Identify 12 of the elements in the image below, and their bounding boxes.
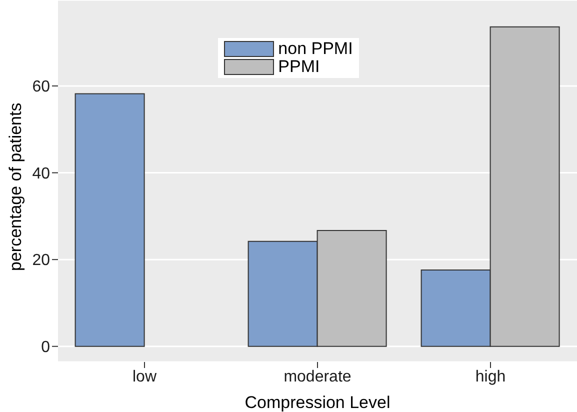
y-tick-label: 20 [32, 252, 50, 270]
y-tick-label: 0 [41, 339, 50, 356]
bar [74, 93, 145, 347]
legend-label: PPMI [278, 57, 320, 77]
x-tick-label: high [475, 368, 506, 386]
x-axis-title: Compression Level [244, 393, 390, 412]
y-tick-label: 60 [32, 78, 50, 96]
x-tick-label: moderate [284, 368, 352, 386]
y-tick-label: 40 [32, 165, 50, 182]
legend-label: non PPMI [278, 39, 353, 59]
x-tick-label: low [132, 368, 157, 386]
y-axis-title: percentage of patients [6, 102, 26, 271]
